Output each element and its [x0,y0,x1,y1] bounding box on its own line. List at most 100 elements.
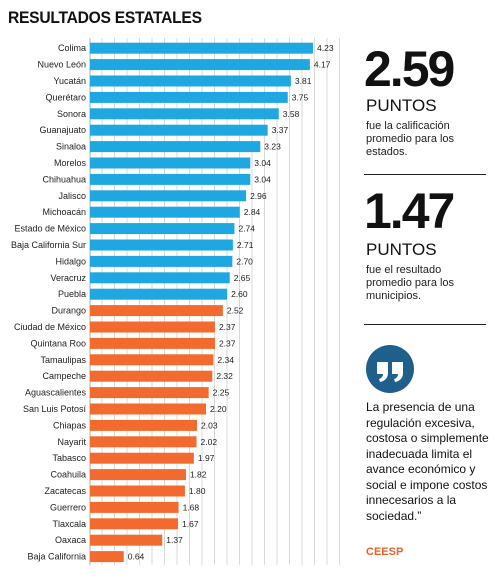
value-label: 0.64 [128,552,145,562]
category-label: Morelos [54,158,87,168]
bar [90,42,314,54]
bar [90,124,268,136]
value-label: 4.23 [317,43,334,53]
category-label: Michoacán [42,207,86,217]
category-label: Querétaro [45,92,86,102]
category-label: Puebla [58,289,86,299]
bar [90,403,206,415]
bar [90,173,251,185]
category-label: Chiapas [53,420,87,430]
divider [364,324,486,325]
category-label: Tamaulipas [40,355,86,365]
category-label: Nayarit [57,437,86,447]
category-label: Durango [51,306,86,316]
bar [90,157,251,169]
value-label: 1.97 [198,453,215,463]
bar [90,436,197,448]
value-label: 2.34 [217,355,234,365]
bar [90,255,233,267]
category-label: Coahuila [50,470,86,480]
value-label: 2.74 [238,224,255,234]
state-average-number: 2.59 [364,41,455,97]
value-label: 2.60 [231,289,248,299]
value-label: 3.04 [254,158,271,168]
category-label: Zacatecas [44,486,86,496]
bar [90,223,235,235]
bar [90,551,124,563]
bar [90,501,179,513]
value-label: 3.81 [295,76,312,86]
bar [90,419,198,431]
value-label: 3.04 [254,174,271,184]
category-label: Aguascalientes [25,388,87,398]
category-label: Campeche [42,371,86,381]
category-label: Colima [58,43,86,53]
bar [90,75,291,87]
bar [90,370,213,382]
bar [90,518,179,530]
bar [90,288,228,300]
bar [90,534,163,546]
municipal-average-description: fue el resultado promedio para los munic… [366,264,455,302]
category-label: Guerrero [50,502,86,512]
bar [90,452,194,464]
quote-badge [366,345,414,393]
municipal-average-number: 1.47 [364,183,455,239]
value-label: 2.20 [210,404,227,414]
category-label: Sinaloa [56,142,86,152]
value-label: 3.58 [283,109,300,119]
value-label: 2.84 [244,207,261,217]
value-label: 1.67 [182,519,199,529]
category-label: Baja California Sur [11,240,86,250]
bar [90,469,186,481]
value-label: 4.17 [314,60,331,70]
category-label: Guanajuato [39,125,86,135]
bar [90,354,214,366]
value-label: 1.37 [166,535,183,545]
bar [90,108,279,120]
category-label: Estado de México [14,224,86,234]
divider [364,174,486,175]
bar [90,239,233,251]
category-label: Baja California [27,552,86,562]
category-label: San Luis Potosí [23,404,87,414]
bar [90,59,310,71]
category-label: Ciudad de México [14,322,86,332]
bar [90,141,261,153]
value-label: 2.02 [201,437,218,447]
category-label: Jalisco [58,191,86,201]
category-label: Nuevo León [37,60,86,70]
category-label: Tlaxcala [52,519,86,529]
municipal-average-unit: PUNTOS [366,240,437,259]
bar [90,337,215,349]
category-label: Yucatán [53,76,86,86]
category-label: Veracruz [50,273,86,283]
category-label: Tabasco [52,453,86,463]
bar [90,305,223,317]
quote-source: CEESP [366,546,404,558]
quote-text: La presencia de una regulación excesiva,… [366,400,489,523]
value-label: 2.37 [219,338,236,348]
bar [90,321,215,333]
category-label: Sonora [57,109,86,119]
bar [90,485,185,497]
value-label: 2.03 [201,420,218,430]
value-label: 3.37 [272,125,289,135]
value-label: 2.96 [250,191,267,201]
category-label: Oaxaca [55,535,86,545]
value-label: 2.25 [213,388,230,398]
value-label: 1.68 [183,502,200,512]
bars: Colima 4.23 Nuevo León 4.17 Yucatán 3.81 Queré… [11,42,334,563]
bar [90,91,288,103]
value-label: 1.82 [190,470,207,480]
value-label: 2.65 [234,273,251,283]
bar [90,387,209,399]
quote-icon [377,362,403,382]
state-average-unit: PUNTOS [366,96,437,115]
value-label: 2.32 [216,371,233,381]
chart-title: RESULTADOS ESTATALES [8,8,202,27]
category-label: Hidalgo [55,256,86,266]
bar [90,190,247,202]
value-label: 2.70 [236,256,253,266]
value-label: 1.80 [189,486,206,496]
